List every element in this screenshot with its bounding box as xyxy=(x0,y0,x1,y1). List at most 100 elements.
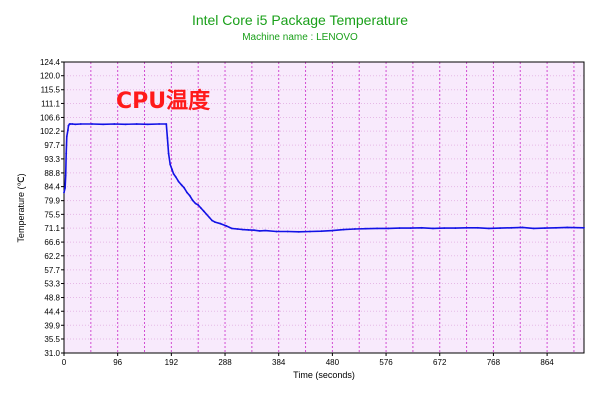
x-tick-label: 576 xyxy=(379,358,393,367)
temperature-point xyxy=(488,227,490,230)
temperature-point xyxy=(309,230,311,233)
temperature-point xyxy=(158,123,161,125)
y-tick-label: 75.5 xyxy=(44,210,60,219)
temperature-point xyxy=(135,123,138,125)
temperature-point xyxy=(465,226,468,229)
temperature-point xyxy=(387,227,390,230)
y-axis-ticks: 124.4 120.0 115.5 111.1 106.6 102.2 97.7 93.3 88… xyxy=(40,58,64,358)
temperature-point xyxy=(253,229,256,232)
temperature-point xyxy=(67,124,70,127)
temperature-point xyxy=(147,123,149,126)
temperature-point xyxy=(214,221,216,224)
temperature-point xyxy=(205,213,208,216)
temperature-point xyxy=(202,210,205,213)
temperature-point xyxy=(286,230,289,233)
temperature-point xyxy=(191,199,194,202)
y-tick-label: 48.8 xyxy=(44,294,60,303)
y-tick-label: 97.7 xyxy=(44,141,60,150)
temperature-point xyxy=(211,219,214,222)
temperature-point xyxy=(169,163,172,166)
y-tick-label: 120.0 xyxy=(40,72,61,81)
y-tick-label: 111.1 xyxy=(41,99,60,108)
temperature-point xyxy=(64,174,67,177)
temperature-point xyxy=(165,123,168,125)
temperature-point xyxy=(264,229,267,232)
temperature-point xyxy=(376,227,378,230)
temperature-point xyxy=(74,123,77,126)
temperature-point xyxy=(167,152,170,155)
y-tick-label: 84.4 xyxy=(44,183,60,192)
temperature-point xyxy=(63,191,65,194)
y-tick-label: 79.9 xyxy=(44,197,60,206)
temperature-point xyxy=(200,207,202,210)
temperature-point xyxy=(172,173,175,175)
temperature-point xyxy=(225,225,228,227)
temperature-point xyxy=(79,123,82,125)
temperature-point xyxy=(186,191,188,194)
y-tick-label: 62.2 xyxy=(44,252,60,261)
temperature-point xyxy=(113,123,116,125)
temperature-point xyxy=(65,152,68,155)
y-tick-label: 71.1 xyxy=(44,224,60,233)
x-tick-label: 96 xyxy=(113,358,122,367)
temperature-point xyxy=(171,168,173,171)
temperature-point xyxy=(583,226,585,229)
x-axis-ticks: 0 96 192 288 384 480 576 672 768 864 xyxy=(62,353,554,367)
temperature-point xyxy=(555,226,557,229)
temperature-point xyxy=(64,187,66,189)
temperature-point xyxy=(320,230,323,233)
temperature-point xyxy=(454,227,457,230)
temperature-point xyxy=(275,230,278,233)
x-tick-label: 384 xyxy=(272,358,286,367)
temperature-point xyxy=(342,228,345,231)
temperature-point xyxy=(242,228,244,231)
temperature-point xyxy=(331,229,334,232)
x-tick-label: 768 xyxy=(487,358,501,367)
temperature-point xyxy=(544,227,546,230)
temperature-point xyxy=(124,123,127,126)
x-tick-label: 192 xyxy=(165,358,179,367)
temperature-point xyxy=(258,230,261,232)
temperature-point xyxy=(177,180,180,183)
x-tick-label: 480 xyxy=(326,358,340,367)
temperature-point xyxy=(443,227,446,230)
y-tick-label: 39.9 xyxy=(44,321,60,330)
cpu-temperature-annotation: CPU温度 xyxy=(116,88,211,114)
temperature-point xyxy=(91,123,93,125)
temperature-point xyxy=(208,216,211,219)
temperature-point xyxy=(69,123,72,125)
y-tick-label: 35.5 xyxy=(44,335,60,344)
x-tick-label: 0 xyxy=(62,358,67,367)
temperature-point xyxy=(197,204,200,206)
y-tick-label: 57.7 xyxy=(44,266,60,275)
chart-title: Intel Core i5 Package Temperature xyxy=(191,12,409,28)
temperature-point xyxy=(365,227,367,230)
temperature-point xyxy=(499,227,501,230)
temperature-point xyxy=(532,227,535,230)
x-tick-label: 864 xyxy=(540,358,554,367)
temperature-point xyxy=(102,123,104,126)
temperature-point xyxy=(174,176,177,178)
temperature-point xyxy=(432,227,434,230)
y-tick-label: 115.5 xyxy=(41,86,61,95)
temperature-point xyxy=(353,228,356,230)
temperature-point xyxy=(398,227,401,230)
x-tick-label: 288 xyxy=(218,358,232,367)
y-tick-label: 124.4 xyxy=(40,58,61,67)
temperature-point xyxy=(166,137,169,139)
temperature-point xyxy=(65,135,68,138)
y-tick-label: 106.6 xyxy=(40,113,61,122)
temperature-point xyxy=(297,230,300,233)
temperature-point xyxy=(476,226,479,229)
x-axis-label: Time (seconds) xyxy=(293,370,355,380)
plot-background xyxy=(64,62,584,353)
temperature-point xyxy=(566,226,569,229)
y-tick-label: 31.0 xyxy=(44,349,60,358)
temperature-point xyxy=(236,228,239,230)
temperature-point xyxy=(247,229,250,231)
y-tick-label: 102.2 xyxy=(40,127,61,136)
temperature-point xyxy=(67,129,69,132)
chart-subtitle: Machine name : LENOVO xyxy=(242,32,358,43)
temperature-point xyxy=(183,187,186,189)
